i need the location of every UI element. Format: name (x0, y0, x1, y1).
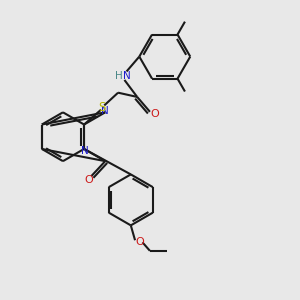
Text: S: S (98, 101, 106, 114)
Text: N: N (101, 106, 109, 116)
Text: O: O (151, 109, 160, 119)
Text: H: H (115, 71, 123, 81)
Text: N: N (81, 146, 88, 155)
Text: N: N (123, 71, 130, 81)
Text: O: O (84, 175, 93, 185)
Text: O: O (135, 237, 144, 248)
